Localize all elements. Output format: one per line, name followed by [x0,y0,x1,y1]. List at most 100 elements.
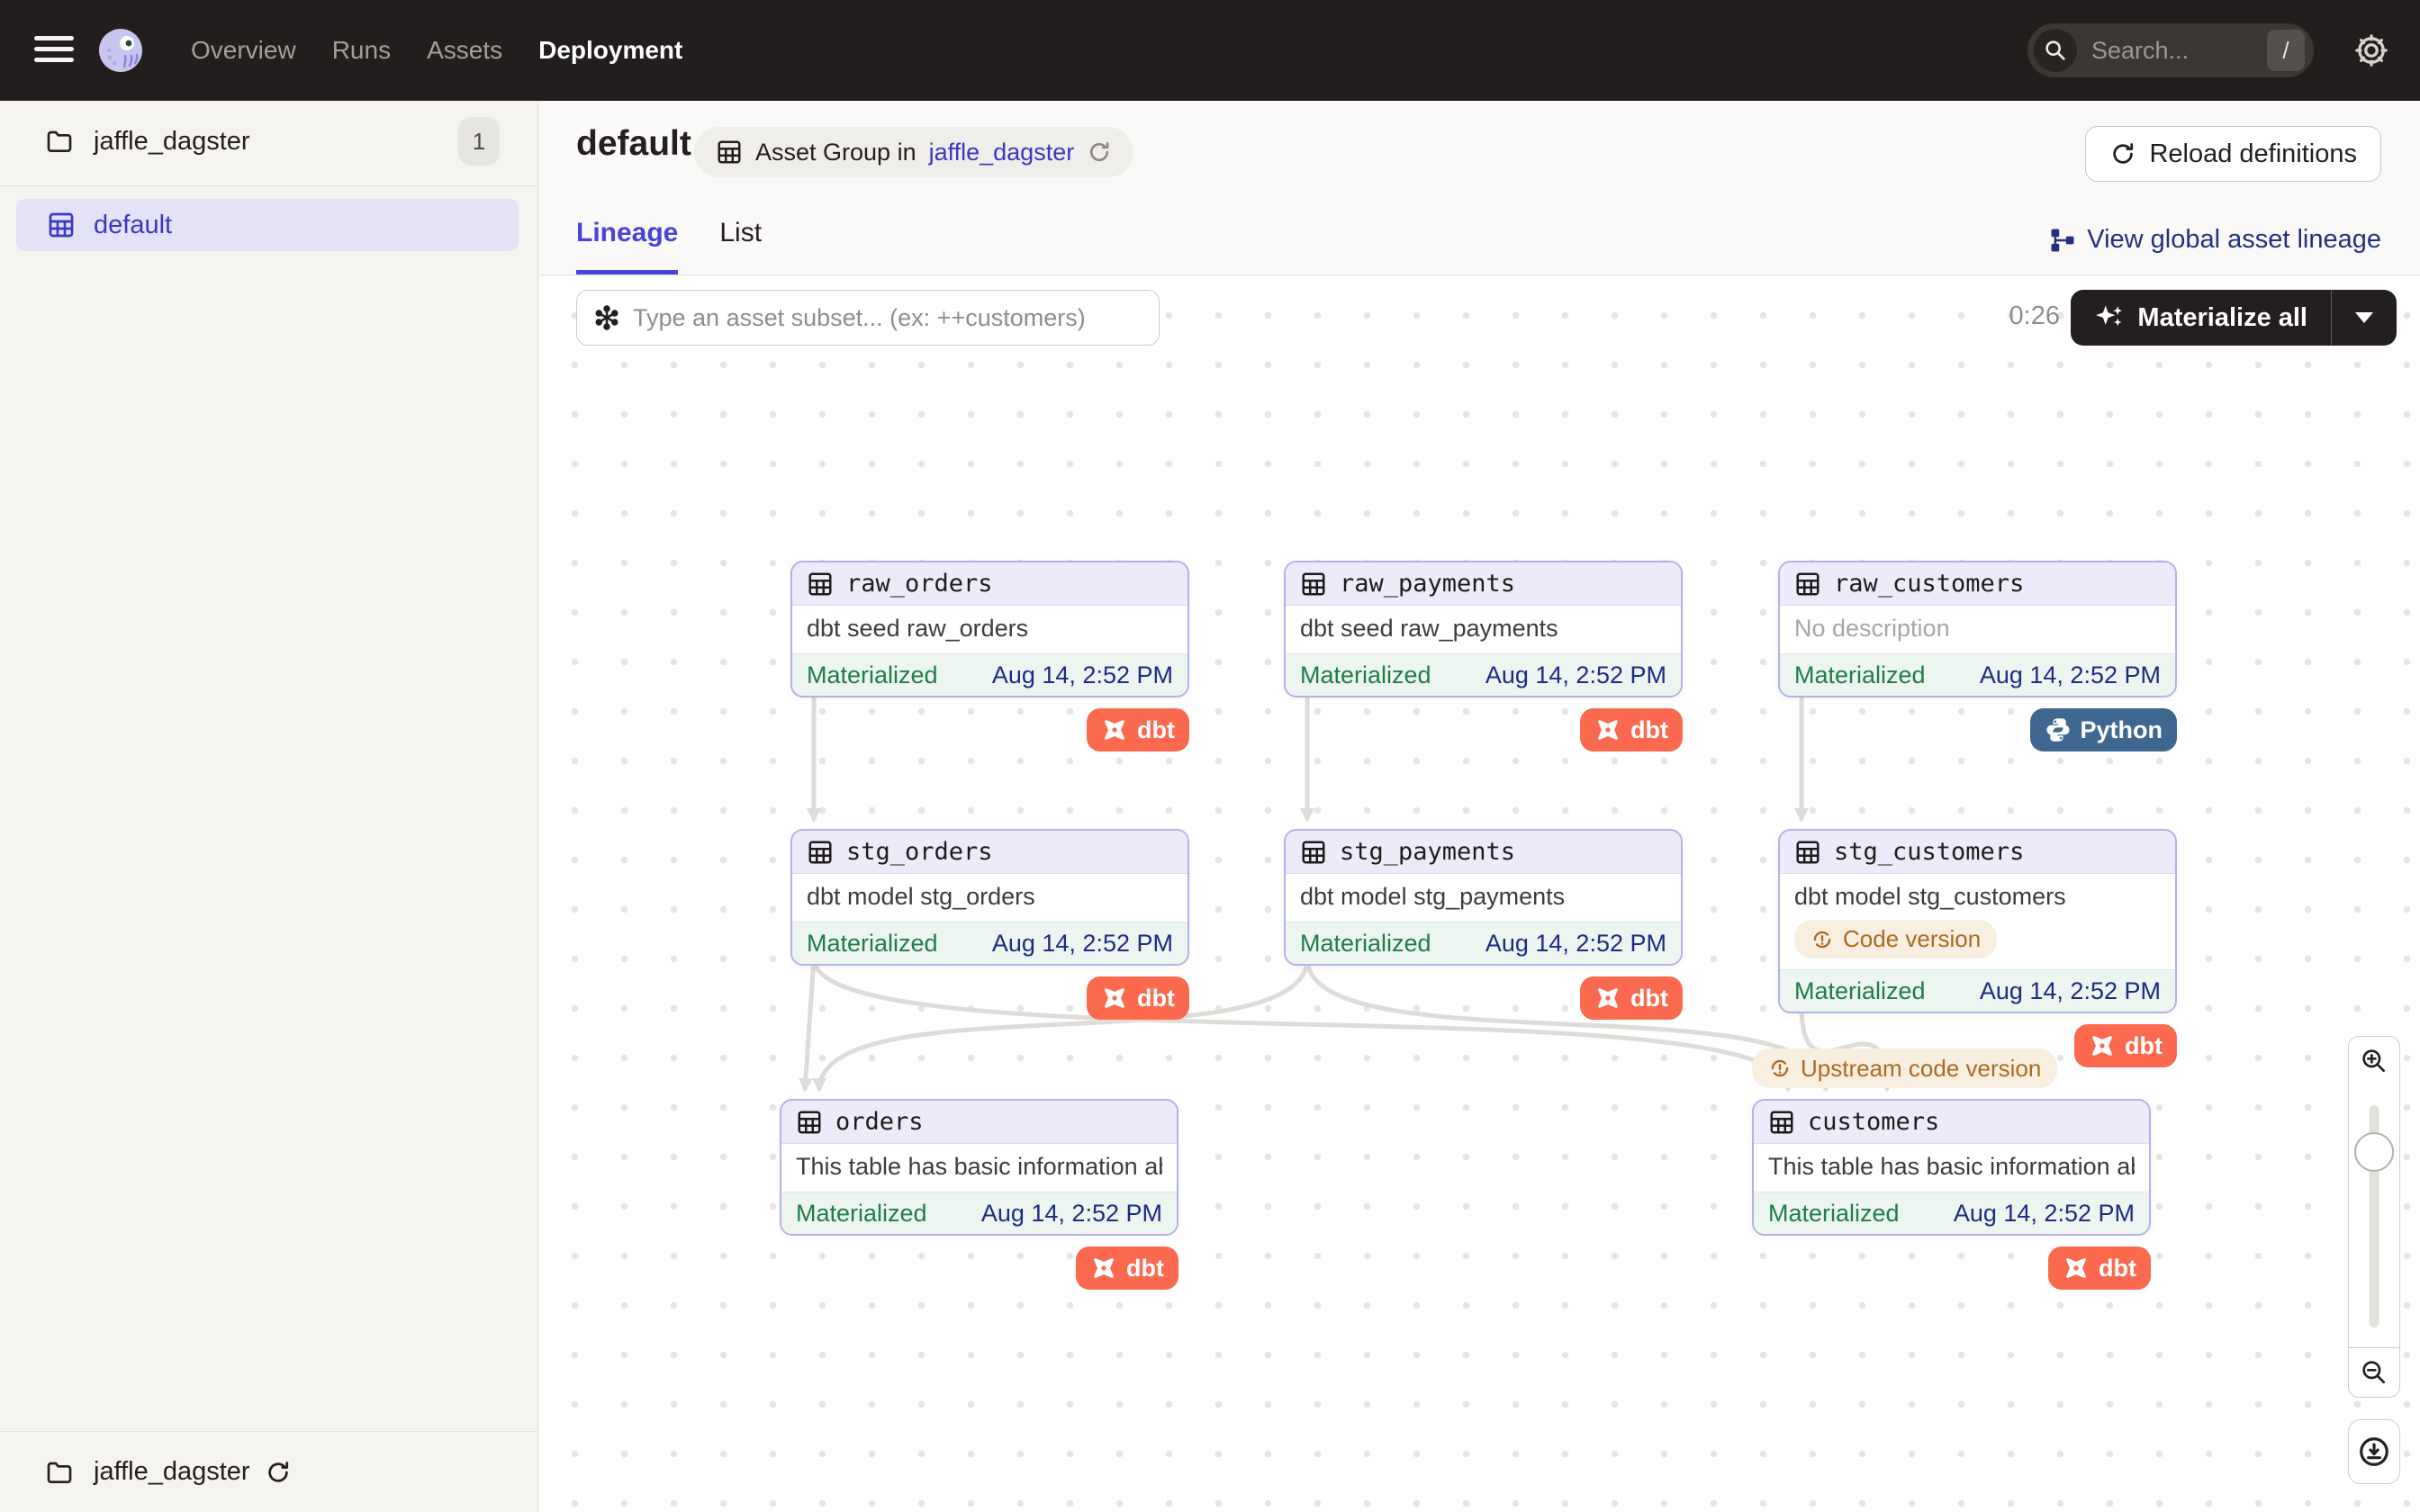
nav-item-overview[interactable]: Overview [191,36,296,64]
materialized-status: Materialized [1300,661,1431,688]
asset-node-header: customers [1754,1101,2149,1144]
zoom-slider[interactable] [2348,1085,2400,1348]
view-global-asset-lineage-link[interactable]: View global asset lineage [2049,225,2381,255]
asset-name: customers [1808,1108,1940,1136]
upstream-code-version-badge: Upstream code version [1752,1048,2058,1088]
asset-node-header: stg_customers [1780,831,2175,874]
lineage-graph-icon [2049,227,2076,254]
chevron-down-icon [2355,312,2373,323]
pill-repo-link[interactable]: jaffle_dagster [928,138,1075,166]
asset-node-body: dbt seed raw_payments [1286,606,1681,653]
asset-name: stg_orders [846,838,993,866]
asset-description: dbt seed raw_payments [1300,615,1558,642]
asset-name: stg_payments [1340,838,1516,866]
asset-subset-icon [593,304,620,331]
refresh-timer: 0:26 [2009,302,2060,330]
materialized-timestamp[interactable]: Aug 14, 2:52 PM [1979,661,2161,688]
code-version-badge: Code version [1794,920,1998,958]
table-grid-icon [1302,841,1325,863]
asset-node-header: raw_orders [792,562,1187,606]
asset-node[interactable]: stg_customers dbt model stg_customers Co… [1778,829,2177,1067]
dbt-logo-icon [1598,988,1618,1008]
asset-node-body: This table has basic information about .… [781,1144,1177,1192]
asset-node[interactable]: stg_orders dbt model stg_orders Material… [790,829,1189,1020]
materialized-timestamp[interactable]: Aug 14, 2:52 PM [1485,929,1666,957]
asset-node[interactable]: stg_payments dbt model stg_payments Mate… [1284,829,1683,1020]
asset-node-header: orders [781,1101,1177,1144]
materialized-timestamp[interactable]: Aug 14, 2:52 PM [1979,976,2161,1004]
materialized-status: Materialized [1794,661,1926,688]
asset-node-body: dbt model stg_orders [792,874,1187,922]
folder-icon [45,127,74,156]
reload-definitions-button[interactable]: Reload definitions [2085,126,2381,182]
search-box[interactable]: / [2027,23,2314,77]
sidebar: jaffle_dagster 1 default jaffle_dagster [0,101,538,1512]
compute-kind-badge: dbt [1580,708,1683,752]
page-header: default Asset Group in jaffle_dagster Re… [539,101,2420,275]
tab-list[interactable]: List [719,218,763,248]
materialized-timestamp[interactable]: Aug 14, 2:52 PM [1953,1199,2135,1227]
materialized-timestamp[interactable]: Aug 14, 2:52 PM [1485,661,1666,688]
search-shortcut-key: / [2267,30,2305,71]
asset-node-header: stg_payments [1286,831,1681,874]
table-grid-icon [1770,1111,1793,1133]
dbt-logo-icon [2066,1258,2086,1278]
sidebar-divider [0,185,537,186]
materialized-timestamp[interactable]: Aug 14, 2:52 PM [991,661,1173,688]
zoom-slider-track [2369,1105,2379,1328]
page-title: default [576,124,691,163]
table-grid-icon [1796,572,1820,595]
dagster-logo[interactable] [97,27,144,74]
materialize-all-button[interactable]: Materialize all [2071,290,2397,346]
asset-node[interactable]: raw_payments dbt seed raw_payments Mater… [1284,561,1683,752]
asset-description: dbt model stg_orders [807,883,1035,910]
refresh-icon[interactable] [265,1459,292,1486]
asset-filter-box[interactable] [576,290,1160,346]
group-name: default [94,210,173,239]
sparkle-icon [2094,302,2125,333]
zoom-in-button[interactable] [2348,1036,2400,1086]
nav-links: Overview Runs Assets Deployment [191,0,682,101]
asset-node-header: raw_payments [1286,562,1681,606]
lineage-graph-canvas[interactable]: raw_orders dbt seed raw_orders Materiali… [539,276,2420,1512]
asset-node[interactable]: Upstream code version customers This tab… [1752,1048,2151,1290]
compute-kind-badge: dbt [2048,1246,2151,1290]
compute-kind-badge: dbt [1076,1246,1178,1290]
dbt-logo-icon [1598,720,1618,740]
nav-item-deployment[interactable]: Deployment [538,36,683,64]
materialized-timestamp[interactable]: Aug 14, 2:52 PM [980,1199,1162,1227]
asset-node-footer: Materialized Aug 14, 2:52 PM [1286,922,1681,964]
footer-repo-name: jaffle_dagster [94,1457,250,1486]
gear-icon[interactable] [2352,31,2391,70]
asset-node-footer: Materialized Aug 14, 2:52 PM [1780,653,2175,696]
refresh-icon[interactable] [1087,140,1112,165]
materialized-status: Materialized [807,661,938,688]
nav-item-runs[interactable]: Runs [331,36,392,64]
asset-node-body: No description [1780,606,2175,653]
search-input[interactable] [2091,36,2267,65]
asset-node[interactable]: orders This table has basic information … [780,1099,1178,1290]
asset-node-body: This table has basic information about .… [1754,1144,2149,1192]
sidebar-item-default-group[interactable]: default [16,199,519,251]
download-image-button[interactable] [2348,1419,2400,1484]
zoom-slider-thumb[interactable] [2354,1132,2394,1172]
asset-subset-input[interactable] [633,303,1142,332]
asset-group-pill: Asset Group in jaffle_dagster [694,127,1134,177]
compute-kind-label: dbt [1137,716,1175,743]
asset-description: dbt seed raw_orders [807,615,1029,642]
compute-kind-badge: dbt [1087,708,1189,752]
hamburger-menu-icon[interactable] [34,36,74,65]
materialized-timestamp[interactable]: Aug 14, 2:52 PM [991,929,1173,957]
asset-node-body: dbt model stg_payments [1286,874,1681,922]
table-grid-icon [716,139,743,166]
nav-item-assets[interactable]: Assets [427,36,503,64]
zoom-out-button[interactable] [2348,1346,2400,1398]
asset-description: dbt model stg_customers [1794,883,2066,910]
materialize-dropdown-toggle[interactable] [2332,312,2397,323]
tab-lineage[interactable]: Lineage [576,218,679,274]
asset-node[interactable]: raw_customers No description Materialize… [1778,561,2177,752]
button-divider [2331,290,2332,346]
sidebar-repo-jaffle-dagster[interactable]: jaffle_dagster 1 [0,113,537,169]
asset-node[interactable]: raw_orders dbt seed raw_orders Materiali… [790,561,1189,752]
materialized-status: Materialized [807,929,938,957]
